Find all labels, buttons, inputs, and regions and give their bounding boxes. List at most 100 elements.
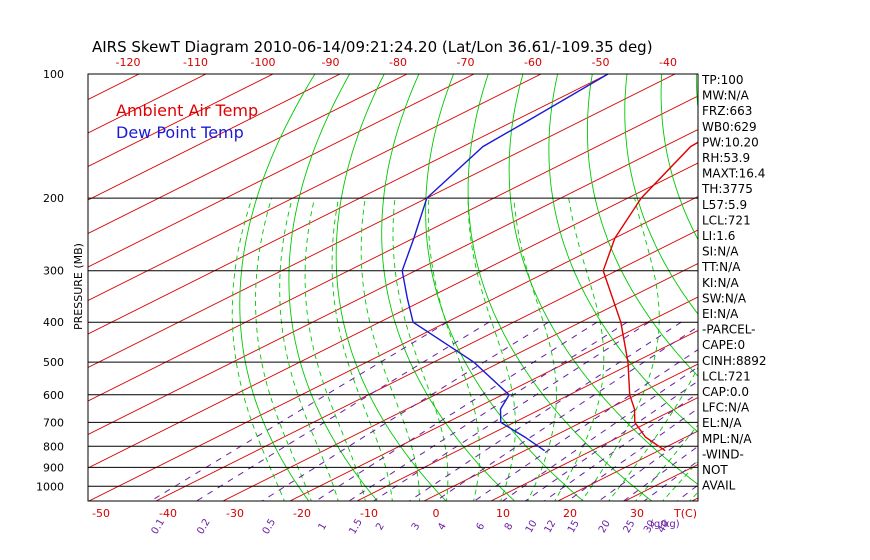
grid-layer [88,65,870,504]
bottom-temp-tick-label: -40 [159,507,177,520]
bottom-temp-tick-label: -10 [360,507,378,520]
top-temp-tick-label: -50 [592,56,610,69]
moist-adiabat-line [427,198,481,501]
isotherm-line [88,74,342,201]
stat-value: TP:100 [701,73,744,87]
isobar-layer [88,197,698,487]
stat-value: -WIND- [702,447,744,461]
dry-adiabat-line [799,65,870,504]
moist-adiabat-line [304,198,366,501]
moist-adiabat-line [554,198,605,501]
stat-value: RH:53.9 [702,151,750,165]
pressure-tick-label: 400 [43,316,64,329]
bottom-temp-tick-label: -20 [293,507,311,520]
moist-adiabat-line [513,198,557,501]
isotherm-line [88,74,677,369]
isotherm-line [288,296,698,501]
isotherm-line [88,95,698,402]
moist-adiabat-line [662,461,698,501]
dry-adiabat-line [765,65,870,504]
dry-adiabat-line [586,74,698,377]
series-layer [401,74,698,452]
mixing-ratio-line [348,321,628,501]
bottom-temp-tick-label: -50 [92,507,110,520]
pressure-tick-label: 500 [43,356,64,369]
mixing-ratio-tick-label: 20 [597,518,613,535]
mixing-ratio-unit-label: (g/kg) [650,519,680,530]
isotherm-line [221,262,698,501]
stat-value: MAXT:16.4 [702,167,765,181]
stat-value: MPL:N/A [702,432,752,446]
isotherm-line [489,396,698,501]
dry-adiabat-line [660,74,698,241]
chart-title: AIRS SkewT Diagram 2010-06-14/09:21:24.2… [92,38,653,56]
mixing-ratio-tick-label: 0.2 [195,517,212,536]
isotherm-line [422,363,698,501]
isotherm-line [821,65,870,504]
bottom-temp-tick-label: -30 [226,507,244,520]
isotherm-line [154,229,698,501]
bottom-temp-tick-label: 30 [630,507,644,520]
mixing-ratio-tick-label: 3 [410,521,423,532]
top-temp-tick-label: -60 [524,56,542,69]
mixing-ratio-line [195,321,490,501]
pressure-tick-label: 900 [43,461,64,474]
stat-value: EL:N/A [702,416,742,430]
stat-value: MW:N/A [702,89,750,103]
stat-value: FRZ:663 [702,104,752,118]
y-axis-label: PRESSURE (MB) [72,243,85,330]
top-temp-tick-label: -110 [183,56,208,69]
isotherm-line [88,74,409,235]
dry-adiabat-line [239,74,316,501]
stat-value: LFC:N/A [702,401,750,415]
stat-value: TH:3775 [701,182,753,196]
stat-value: LCL:721 [702,369,751,383]
x-axis-label: T(C) [673,507,697,520]
isotherm-line [88,74,610,335]
bottom-temp-tick-label: 10 [496,507,510,520]
stat-value: LI:1.6 [702,229,735,243]
top-temp-tick-label: -120 [116,56,141,69]
dry-adiabat-line [467,74,653,501]
dew-point-line [401,74,609,452]
stat-value: LCL:721 [702,213,751,227]
mixing-ratio-line [408,321,682,501]
stat-value: SW:N/A [702,291,747,305]
mixing-ratio-tick-label: 10 [524,519,540,536]
moist-adiabat-line [255,197,312,501]
pressure-tick-label: 600 [43,389,64,402]
top-temp-tick-label: -100 [251,56,276,69]
stat-value: TT:N/A [701,260,741,274]
stat-value: EI:N/A [702,307,739,321]
mixing-ratio-line [314,321,598,501]
stat-value: SI:N/A [702,245,739,259]
air-temp-line [602,141,698,452]
mixing-ratio-tick-label: 12 [543,519,559,536]
mixing-ratio-line [473,349,698,501]
isotherm-line [88,74,543,302]
bottom-temp-tick-label: 0 [433,507,440,520]
mixing-ratio-line [149,321,448,501]
moist-adiabat-line [467,198,516,501]
dry-adiabat-line [381,74,516,501]
mixing-ratio-tick-label: 25 [622,518,638,535]
pressure-tick-label: 800 [43,440,64,453]
pressure-tick-label: 100 [43,68,64,81]
isotherm-line [88,74,275,168]
isotherm-line [355,329,698,501]
mixing-ratio-tick-label: 6 [475,521,488,532]
stat-value: PW:10.20 [702,135,759,149]
bottom-temp-ticks: -50 -40 -30 -20 -10 0 10 20 30 [92,507,644,520]
pressure-tick-label: 700 [43,416,64,429]
mixing-ratio-tick-label: 0.5 [261,517,278,536]
isotherm-line [754,65,870,504]
dry-adiabat-line [833,65,870,504]
mixing-ratio-line [566,407,698,501]
legend-dew-point: Dew Point Temp [116,123,244,142]
pressure-tick-label: 300 [43,265,64,278]
mixing-ratio-line [598,428,698,501]
legend-air-temp: Ambient Air Temp [116,101,258,120]
mixing-ratio-tick-label: 15 [566,518,582,535]
pressure-ticks: 100 200 300 400 500 600 700 800 900 1000 [36,68,64,493]
